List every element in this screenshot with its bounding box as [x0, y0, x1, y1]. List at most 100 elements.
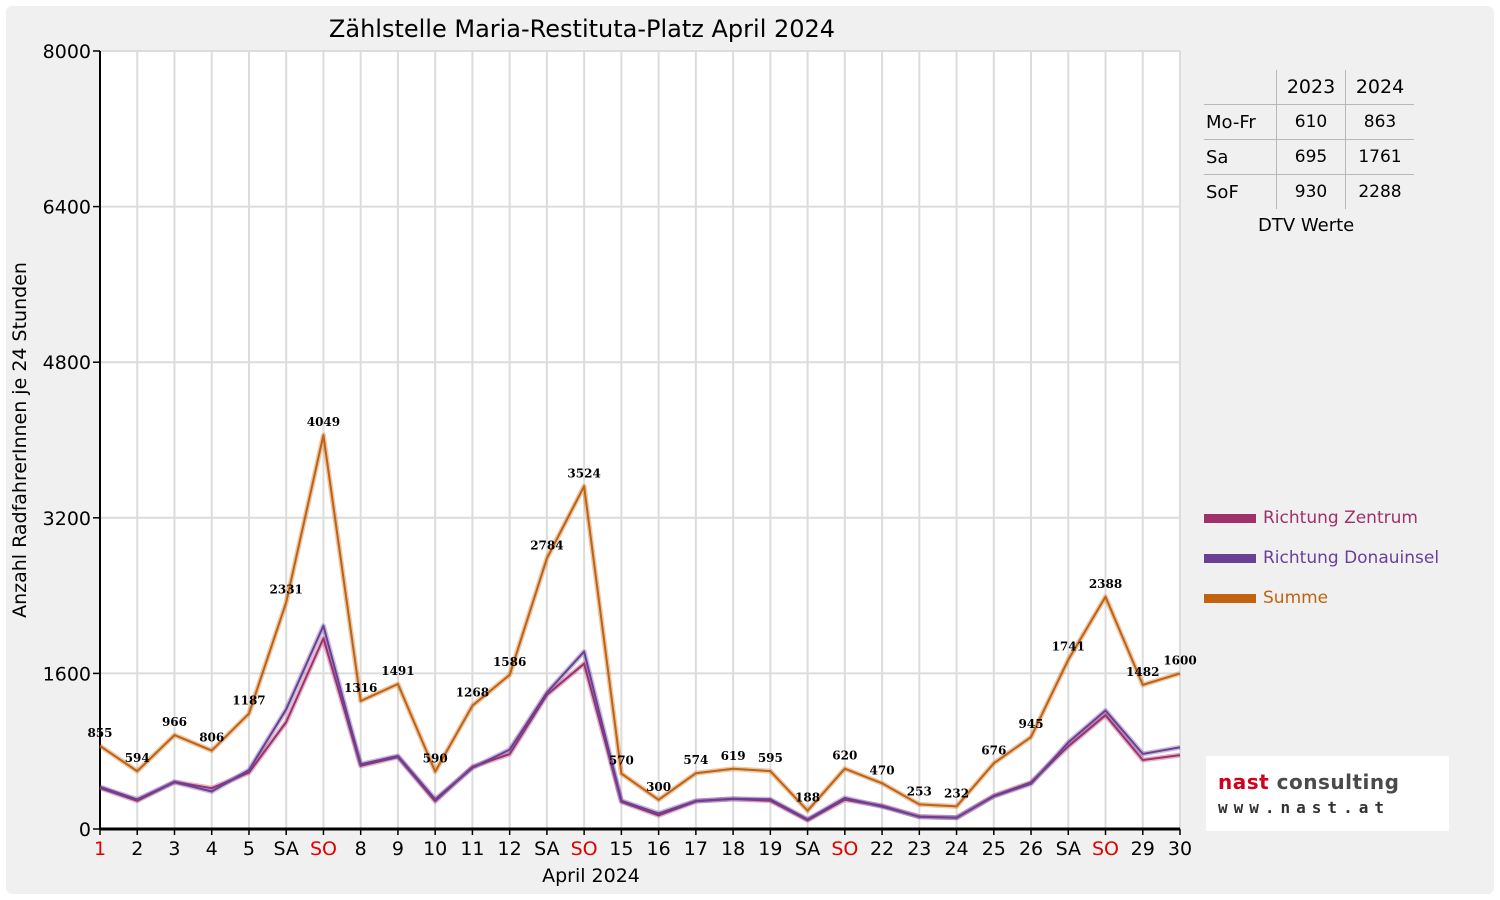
x-tick-label: 30 — [1168, 838, 1192, 860]
data-label: 676 — [981, 743, 1006, 757]
data-label: 1491 — [381, 664, 414, 678]
dtv-value-2023: 610 — [1276, 104, 1346, 140]
x-tick-label: 24 — [944, 838, 968, 860]
series-line-1 — [99, 624, 1181, 821]
nast-consulting-logo: nast consulting www.nast.at — [1206, 756, 1449, 831]
data-label: 300 — [646, 780, 671, 794]
data-label: 590 — [423, 752, 448, 766]
x-tick-label: SO — [1092, 838, 1119, 860]
x-tick-label: SA — [1056, 838, 1081, 860]
dtv-row-mofr: Mo-Fr 610 863 — [1204, 104, 1414, 140]
dtv-row-label: SoF — [1206, 181, 1239, 203]
data-label: 232 — [944, 786, 969, 800]
x-tick-label: 9 — [392, 838, 404, 860]
x-axis-title: April 2024 — [542, 865, 640, 887]
dtv-value-2024: 1761 — [1345, 139, 1414, 175]
x-tick-label: 11 — [460, 838, 484, 860]
dtv-header-blank — [1204, 70, 1277, 105]
data-label: 2331 — [270, 582, 303, 596]
legend-swatch-donauinsel — [1204, 553, 1256, 563]
legend-item-zentrum: Richtung Zentrum — [1204, 498, 1439, 538]
x-tick-label: 26 — [1019, 838, 1043, 860]
dtv-caption: DTV Werte — [1258, 215, 1355, 236]
y-tick-label: 1600 — [43, 663, 91, 685]
x-tick-label: 2 — [131, 838, 143, 860]
chart-frame: 0 1600 3200 4800 6400 8000 1 2 3 4 5 SA SO 8 9 10 11 12 SA… — [6, 6, 1494, 894]
dtv-table: 2023 2024 Mo-Fr 610 863 Sa 695 1761 SoF … — [1204, 70, 1414, 209]
legend-item-donauinsel: Richtung Donauinsel — [1204, 538, 1439, 578]
x-tick-label: 29 — [1131, 838, 1155, 860]
y-tick-label: 3200 — [43, 508, 91, 530]
data-label: 1600 — [1163, 653, 1196, 667]
legend-label-zentrum: Richtung Zentrum — [1263, 508, 1418, 528]
x-tick-label: SO — [571, 838, 598, 860]
plot-area — [100, 51, 1180, 829]
data-label: 4049 — [307, 415, 340, 429]
x-tick-label: SO — [310, 838, 337, 860]
y-tick-label: 0 — [79, 819, 91, 841]
data-label: 570 — [609, 754, 634, 768]
series-line-2 — [99, 434, 1181, 812]
x-tick-label: 25 — [982, 838, 1006, 860]
data-label: 2784 — [530, 538, 563, 552]
y-tick-label: 6400 — [43, 197, 91, 219]
dtv-row-sof: SoF 930 2288 — [1204, 174, 1414, 209]
data-label: 3524 — [567, 466, 600, 480]
logo-wordmark: nast consulting — [1218, 770, 1399, 794]
data-label: 1187 — [232, 694, 265, 708]
logo-url: www.nast.at — [1218, 798, 1390, 817]
data-label: 1268 — [456, 686, 489, 700]
x-tick-label: 3 — [168, 838, 180, 860]
chart-title: Zählstelle Maria-Restituta-Platz April 2… — [329, 15, 835, 43]
x-tick-label: 1 — [94, 838, 106, 860]
legend-swatch-summe — [1204, 593, 1256, 603]
x-tick-label: 8 — [355, 838, 367, 860]
x-tick-label: 12 — [498, 838, 522, 860]
x-tick-label: 16 — [647, 838, 671, 860]
data-label: 619 — [721, 749, 746, 763]
data-label: 1741 — [1052, 640, 1085, 654]
x-tick-label: 19 — [758, 838, 782, 860]
data-label: 595 — [758, 751, 783, 765]
data-label: 1482 — [1126, 665, 1159, 679]
dtv-value-2024: 863 — [1345, 104, 1414, 140]
dtv-value-2024: 2288 — [1345, 174, 1414, 209]
data-label: 253 — [907, 784, 932, 798]
legend-label-summe: Summe — [1263, 588, 1329, 608]
y-tick-label: 8000 — [43, 41, 91, 63]
dtv-header-row: 2023 2024 — [1204, 70, 1414, 105]
data-label: 1586 — [493, 655, 526, 669]
data-label: 470 — [870, 763, 895, 777]
x-tick-label: 23 — [907, 838, 931, 860]
data-label: 574 — [683, 753, 708, 767]
dtv-value-2023: 695 — [1276, 139, 1346, 175]
x-tick-label: 15 — [609, 838, 633, 860]
dtv-value-2023: 930 — [1276, 174, 1346, 209]
x-tick-label: SA — [534, 838, 559, 860]
x-tick-label: SO — [831, 838, 858, 860]
data-label: 945 — [1019, 717, 1044, 731]
legend: Richtung Zentrum Richtung Donauinsel Sum… — [1204, 498, 1439, 618]
legend-swatch-zentrum — [1204, 513, 1256, 523]
dtv-row-label: Sa — [1204, 139, 1277, 175]
legend-label-donauinsel: Richtung Donauinsel — [1263, 548, 1440, 568]
x-tick-label: 17 — [684, 838, 708, 860]
data-label: 806 — [199, 731, 224, 745]
data-label: 1316 — [344, 681, 377, 695]
x-tick-label: 4 — [206, 838, 218, 860]
y-axis-title: Anzahl RadfahrerInnen je 24 Stunden — [9, 262, 31, 618]
data-label: 188 — [795, 791, 820, 805]
dtv-row-label: Mo-Fr — [1204, 104, 1277, 140]
x-tick-label: 5 — [243, 838, 255, 860]
data-label: 855 — [87, 726, 112, 740]
data-label: 2388 — [1089, 577, 1122, 591]
x-tick-label: 22 — [870, 838, 894, 860]
logo-word-nast: nast — [1218, 770, 1270, 794]
data-label: 966 — [162, 715, 187, 729]
dtv-header-2023: 2023 — [1276, 70, 1346, 105]
x-tick-label: SA — [273, 838, 298, 860]
y-tick-label: 4800 — [43, 352, 91, 374]
dtv-row-sa: Sa 695 1761 — [1204, 139, 1414, 175]
x-tick-label: SA — [795, 838, 820, 860]
